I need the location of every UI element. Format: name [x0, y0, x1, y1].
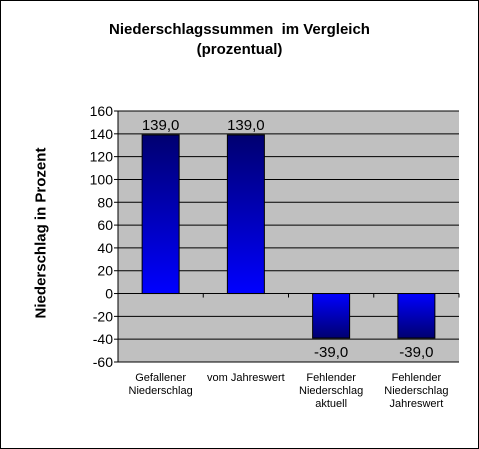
- axes: [114, 110, 460, 363]
- bar: [226, 134, 265, 295]
- data-label: 139,0: [227, 117, 265, 134]
- bar: [312, 293, 351, 339]
- chart-title: Niederschlagssummen im Vergleich: [109, 21, 370, 38]
- y-tick-label: 20: [97, 263, 113, 279]
- x-tick-label: vom Jahreswert: [207, 372, 285, 384]
- bar: [141, 134, 180, 295]
- data-label: -39,0: [399, 344, 433, 361]
- x-tick-label: Niederschlag: [129, 385, 193, 397]
- chart-subtitle: (prozentual): [196, 41, 283, 58]
- x-tick-label: Niederschlag: [299, 385, 363, 397]
- x-tick-label: Fehlender: [306, 372, 356, 384]
- data-label: 139,0: [142, 117, 180, 134]
- y-tick-label: -60: [93, 354, 113, 370]
- x-tick-label: aktuell: [315, 398, 347, 410]
- x-tick-label: Gefallener: [135, 372, 186, 384]
- y-tick-label: 40: [97, 240, 113, 256]
- data-label: -39,0: [314, 344, 348, 361]
- x-tick-label: Jahreswert: [389, 398, 443, 410]
- y-tick-label: 120: [90, 149, 114, 165]
- y-tick-label: 160: [90, 103, 114, 119]
- bar: [397, 293, 436, 339]
- y-tick-label: 60: [97, 217, 113, 233]
- y-tick-label: 100: [90, 171, 114, 187]
- y-tick-label: -40: [93, 331, 113, 347]
- y-tick-label: 140: [90, 126, 114, 142]
- y-tick-label: 0: [105, 286, 113, 302]
- y-tick-label: -20: [93, 308, 113, 324]
- y-tick-label: 80: [97, 194, 113, 210]
- x-tick-label: Fehlender: [392, 372, 442, 384]
- labels: -60 -40 -20 0 20 40 60 80 100 120 140 160 139,0 Gefal…: [90, 103, 449, 410]
- bars: [141, 134, 436, 339]
- x-tick-label: Niederschlag: [384, 385, 448, 397]
